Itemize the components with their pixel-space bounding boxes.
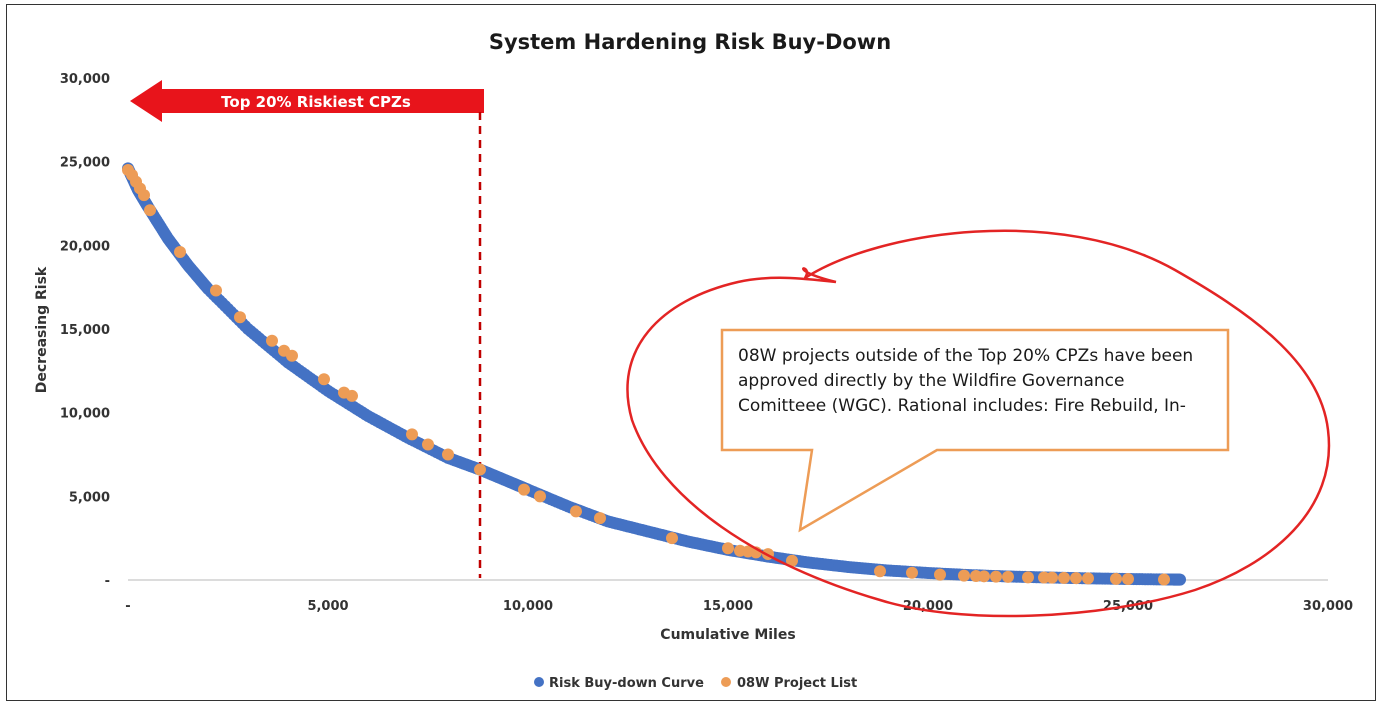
project-list-point (144, 204, 156, 217)
project-list-point (1158, 573, 1170, 586)
y-tick-label: 20,000 (60, 239, 110, 254)
project-list-point (958, 569, 970, 582)
project-list-point (1122, 572, 1134, 585)
y-tick-label: 5,000 (69, 490, 110, 505)
y-tick-label: 30,000 (60, 72, 110, 87)
hand-drawn-ellipse (626, 229, 1331, 618)
project-list-point (1022, 571, 1034, 584)
project-list-point (1070, 572, 1082, 585)
project-list-point (518, 483, 530, 496)
y-axis-label: Decreasing Risk (34, 266, 50, 393)
project-list-point (210, 284, 222, 297)
x-tick-label: 20,000 (903, 599, 953, 614)
project-list-point (422, 438, 434, 451)
project-list-point (666, 532, 678, 545)
project-list-point (138, 189, 150, 202)
arrow-label: Top 20% Riskiest CPZs (221, 93, 411, 111)
project-list-point (174, 246, 186, 259)
callout-box (720, 328, 1230, 533)
project-list-point (594, 512, 606, 525)
x-tick-label: - (125, 599, 130, 614)
x-axis-label: Cumulative Miles (660, 627, 795, 643)
legend-swatch-blue (534, 677, 544, 687)
project-list-point (286, 349, 298, 362)
project-list-point (1082, 572, 1094, 585)
project-list-point (874, 565, 886, 578)
y-tick-label: - (105, 574, 110, 589)
legend: Risk Buy-down Curve 08W Project List (534, 676, 857, 691)
project-list-point (346, 389, 358, 402)
project-list-point (1058, 571, 1070, 584)
project-list-point (474, 463, 486, 476)
top20-arrow: Top 20% Riskiest CPZs (130, 80, 484, 122)
project-list-point (442, 448, 454, 461)
legend-label-blue: Risk Buy-down Curve (549, 676, 704, 691)
project-list-point (266, 334, 278, 347)
chart-title: System Hardening Risk Buy-Down (489, 30, 891, 54)
project-list-series (122, 164, 1170, 586)
legend-swatch-orange (721, 677, 731, 687)
legend-label-orange: 08W Project List (737, 676, 857, 691)
project-list-point (722, 542, 734, 555)
project-list-point (234, 311, 246, 324)
project-list-point (570, 505, 582, 518)
project-list-point (534, 490, 546, 503)
project-list-point (906, 566, 918, 579)
y-tick-label: 10,000 (60, 407, 110, 422)
project-list-point (318, 373, 330, 386)
project-list-point (978, 570, 990, 583)
project-list-point (934, 568, 946, 581)
project-list-point (406, 428, 418, 441)
arrow-shape (130, 80, 484, 122)
project-list-point (990, 570, 1002, 583)
callout-text: 08W projects outside of the Top 20% CPZs… (738, 346, 1194, 416)
project-list-point (1002, 570, 1014, 583)
y-tick-label: 15,000 (60, 323, 110, 338)
risk-buydown-point (1174, 573, 1186, 586)
x-tick-label: 5,000 (307, 599, 348, 614)
project-list-point (1110, 572, 1122, 585)
project-list-point (786, 554, 798, 567)
y-tick-label: 25,000 (60, 156, 110, 171)
project-list-point (1046, 571, 1058, 584)
x-tick-label: 10,000 (503, 599, 553, 614)
x-tick-label: 30,000 (1303, 599, 1353, 614)
x-tick-label: 15,000 (703, 599, 753, 614)
